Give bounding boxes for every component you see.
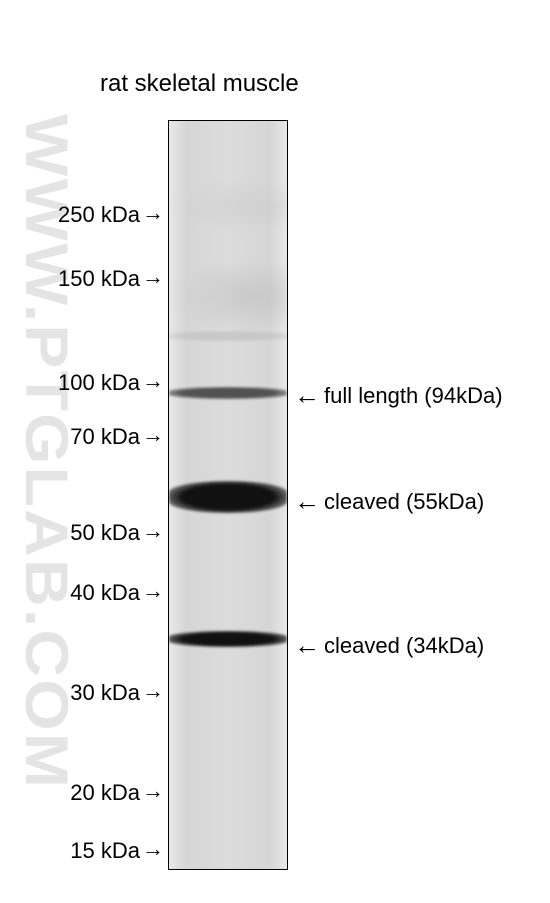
- band-annotation-label: full length (94kDa): [324, 383, 503, 409]
- mw-marker-arrow-icon: →: [142, 578, 164, 604]
- mw-marker-label: 15 kDa: [70, 838, 140, 864]
- blot-smear: [169, 181, 287, 231]
- mw-marker-label: 50 kDa: [70, 520, 140, 546]
- blot-band: [169, 331, 287, 341]
- mw-marker-arrow-icon: →: [142, 422, 164, 448]
- blot-band: [169, 481, 287, 513]
- blot-lane: [168, 120, 288, 870]
- mw-marker-arrow-icon: →: [142, 200, 164, 226]
- mw-marker-label: 30 kDa: [70, 680, 140, 706]
- mw-marker-arrow-icon: →: [142, 678, 164, 704]
- band-annotation: ←cleaved (55kDa): [294, 486, 484, 517]
- mw-marker-label: 40 kDa: [70, 580, 140, 606]
- western-blot-figure: WWW.PTGLAB.COM rat skeletal muscle 250 k…: [0, 0, 550, 903]
- mw-marker-arrow-icon: →: [142, 778, 164, 804]
- mw-marker-label: 100 kDa: [58, 370, 140, 396]
- band-annotation: ←cleaved (34kDa): [294, 630, 484, 661]
- mw-marker-label: 20 kDa: [70, 780, 140, 806]
- band-annotation-arrow-icon: ←: [294, 380, 320, 411]
- blot-band: [169, 631, 287, 647]
- mw-marker-label: 250 kDa: [58, 202, 140, 228]
- sample-title: rat skeletal muscle: [100, 70, 299, 98]
- blot-smear: [169, 261, 287, 331]
- band-annotation-label: cleaved (34kDa): [324, 633, 484, 659]
- mw-marker-label: 70 kDa: [70, 424, 140, 450]
- band-annotation-label: cleaved (55kDa): [324, 489, 484, 515]
- mw-marker-label: 150 kDa: [58, 266, 140, 292]
- mw-marker-arrow-icon: →: [142, 836, 164, 862]
- blot-band: [169, 387, 287, 399]
- mw-marker-arrow-icon: →: [142, 368, 164, 394]
- mw-marker-arrow-icon: →: [142, 518, 164, 544]
- band-annotation-arrow-icon: ←: [294, 630, 320, 661]
- mw-marker-arrow-icon: →: [142, 264, 164, 290]
- band-annotation: ←full length (94kDa): [294, 380, 503, 411]
- band-annotation-arrow-icon: ←: [294, 486, 320, 517]
